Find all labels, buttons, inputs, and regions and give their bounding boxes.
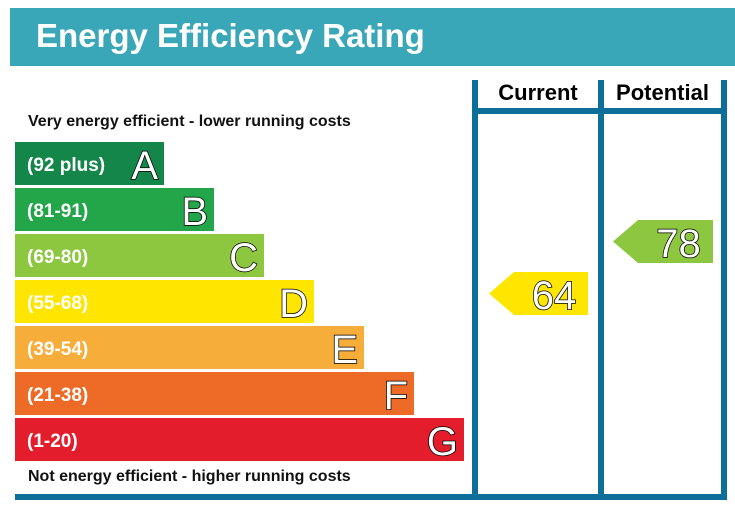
- band-range-b: (81-91): [27, 201, 88, 222]
- band-bar-e: [15, 326, 364, 369]
- bottom-note: Not energy efficient - higher running co…: [28, 468, 351, 485]
- potential-value: 78: [656, 222, 701, 266]
- band-bar-c: [15, 234, 264, 277]
- band-range-g: (1-20): [27, 431, 78, 452]
- band-bar-g: [15, 418, 464, 461]
- band-bar-f: [15, 372, 414, 415]
- band-range-a: (92 plus): [27, 155, 105, 176]
- band-letter-d: D: [279, 282, 308, 326]
- band-letter-a: A: [131, 144, 158, 188]
- top-note: Very energy efficient - lower running co…: [28, 113, 351, 130]
- column-border-right: [721, 80, 727, 500]
- column-header-current: Current: [498, 80, 578, 105]
- header-divider: [472, 108, 727, 114]
- band-range-c: (69-80): [27, 247, 88, 268]
- band-letter-b: B: [181, 190, 208, 234]
- band-letter-e: E: [331, 328, 358, 372]
- title-bar: Energy Efficiency Rating: [10, 8, 735, 66]
- column-border-left: [472, 80, 478, 500]
- bottom-border: [15, 494, 727, 500]
- band-range-f: (21-38): [27, 385, 88, 406]
- band-bar-a: [15, 142, 164, 185]
- column-header-potential: Potential: [616, 80, 709, 105]
- current-arrow: [489, 272, 588, 315]
- band-letter-c: C: [229, 236, 258, 280]
- band-range-e: (39-54): [27, 339, 88, 360]
- current-value: 64: [532, 274, 577, 318]
- band-bar-d: [15, 280, 314, 323]
- column-border-middle: [598, 80, 604, 500]
- potential-arrow: [613, 220, 713, 263]
- band-bar-b: [15, 188, 214, 231]
- band-letter-g: G: [427, 420, 458, 464]
- band-range-d: (55-68): [27, 293, 88, 314]
- chart-title: Energy Efficiency Rating: [36, 17, 425, 54]
- band-letter-f: F: [384, 374, 408, 418]
